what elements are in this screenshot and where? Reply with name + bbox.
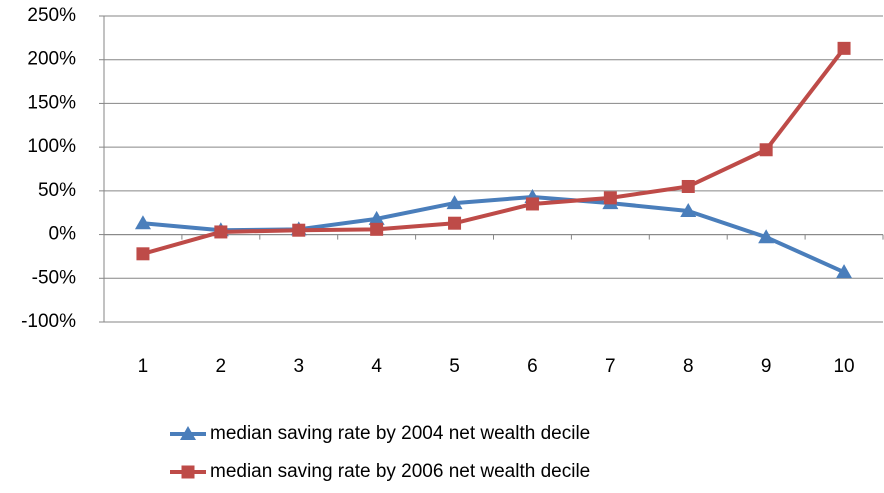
marker — [680, 202, 697, 217]
legend-label: median saving rate by 2006 net wealth de… — [210, 461, 590, 482]
series-line — [142, 47, 846, 256]
marker — [136, 247, 150, 261]
y-tick-label: -100% — [21, 311, 76, 332]
x-tick-label: 3 — [293, 356, 304, 377]
marker — [370, 222, 384, 236]
x-tick-label: 5 — [449, 356, 460, 377]
marker — [837, 41, 851, 55]
y-tick-label: 0% — [49, 224, 77, 245]
marker — [368, 210, 385, 225]
y-tick-label: 150% — [27, 92, 76, 113]
marker — [448, 216, 462, 230]
x-tick-label: 2 — [216, 356, 227, 377]
marker — [214, 225, 228, 239]
y-tick-label: 200% — [27, 49, 76, 70]
marker — [181, 465, 195, 479]
marker — [180, 426, 196, 440]
y-tick-label: 50% — [38, 180, 76, 201]
marker — [603, 191, 617, 205]
x-tick-label: 1 — [138, 356, 149, 377]
x-tick-label: 9 — [761, 356, 772, 377]
y-tick-label: -50% — [32, 267, 76, 288]
marker — [292, 223, 306, 237]
legend-label: median saving rate by 2004 net wealth de… — [210, 423, 590, 444]
marker — [759, 143, 773, 157]
marker — [525, 197, 539, 211]
y-tick-label: 250% — [27, 5, 76, 26]
y-tick-label: 100% — [27, 136, 76, 157]
x-tick-label: 7 — [605, 356, 616, 377]
x-tick-label: 10 — [833, 356, 854, 377]
x-tick-label: 4 — [371, 356, 382, 377]
x-tick-label: 8 — [683, 356, 694, 377]
x-tick-label: 6 — [527, 356, 538, 377]
marker — [681, 179, 695, 193]
marker — [446, 195, 463, 210]
marker — [134, 215, 151, 230]
marker — [836, 264, 853, 279]
marker — [758, 229, 775, 244]
